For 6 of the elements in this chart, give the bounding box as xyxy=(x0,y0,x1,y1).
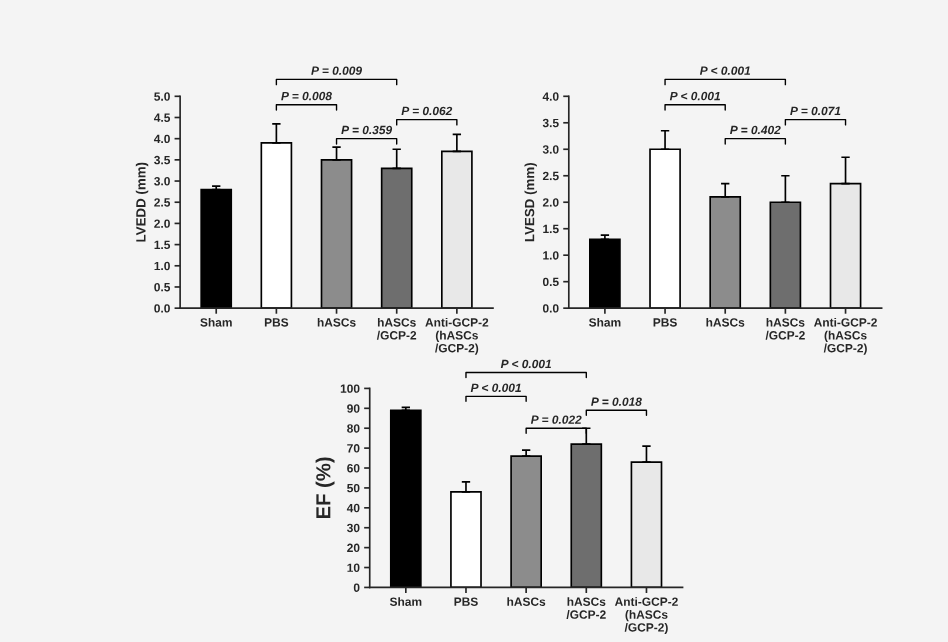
y-axis-title: EF (%) xyxy=(315,457,335,519)
bar xyxy=(200,188,233,309)
bar xyxy=(389,409,422,588)
bar xyxy=(589,238,621,309)
bar xyxy=(510,455,543,588)
bar xyxy=(450,491,482,588)
